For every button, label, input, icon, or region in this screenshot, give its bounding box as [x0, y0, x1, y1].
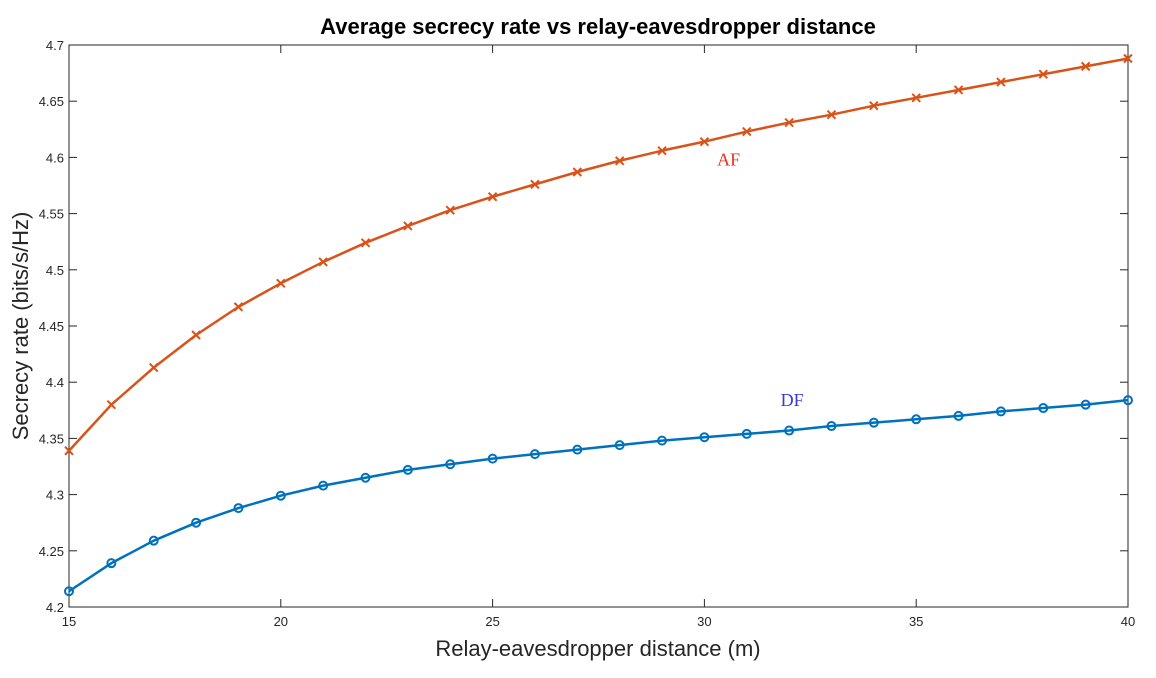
- data-point: [445, 459, 456, 470]
- data-point: [953, 410, 964, 421]
- data-point: [276, 278, 286, 288]
- data-point: [911, 93, 921, 103]
- data-point: [1080, 399, 1091, 410]
- series-layer: [64, 53, 1133, 597]
- x-tick-label: 30: [697, 614, 711, 629]
- x-tick-label: 25: [485, 614, 499, 629]
- data-point: [826, 109, 837, 120]
- data-point: [106, 558, 117, 569]
- data-point: [275, 490, 286, 501]
- data-point: [64, 446, 74, 456]
- annotation-df: DF: [781, 390, 804, 410]
- data-point: [1080, 61, 1091, 72]
- x-tick-label: 40: [1121, 614, 1135, 629]
- data-point: [149, 362, 159, 373]
- axis-ticks: 15 20 25 30 35 40 4.2 4.25 4.3 4.35 4.4 4.45 4.5 4.55…: [39, 38, 1136, 629]
- data-point: [784, 117, 794, 128]
- x-tick-label: 15: [62, 614, 76, 629]
- data-point: [699, 432, 710, 443]
- y-tick-label: 4.65: [39, 94, 64, 109]
- data-point: [953, 85, 964, 95]
- y-tick-label: 4.55: [39, 207, 64, 222]
- data-point: [826, 421, 837, 432]
- data-point: [699, 136, 710, 147]
- x-axis-label: Relay-eavesdropper distance (m): [435, 636, 760, 661]
- data-point: [572, 444, 583, 455]
- data-point: [191, 517, 202, 528]
- chart-title: Average secrecy rate vs relay-eavesdropp…: [320, 14, 876, 39]
- data-point: [106, 399, 117, 410]
- y-axis-label: Secrecy rate (bits/s/Hz): [8, 212, 33, 441]
- data-point: [657, 435, 668, 446]
- data-point: [1123, 53, 1133, 64]
- y-tick-label: 4.7: [46, 38, 64, 53]
- data-point: [148, 535, 159, 546]
- annotation-af: AF: [717, 149, 740, 169]
- data-point: [868, 417, 879, 428]
- axes-box: [68, 44, 1129, 608]
- data-point: [911, 414, 922, 425]
- data-point: [445, 205, 455, 215]
- annotation-layer: AF DF: [717, 149, 804, 410]
- data-point: [996, 77, 1006, 87]
- data-point: [360, 238, 371, 248]
- y-tick-label: 4.25: [39, 544, 64, 559]
- data-point: [403, 221, 413, 231]
- data-point: [1123, 395, 1133, 406]
- data-point: [657, 145, 667, 156]
- series-line-df: [68, 398, 1129, 593]
- y-tick-label: 4.2: [46, 600, 64, 615]
- data-point: [318, 257, 328, 267]
- data-point: [572, 167, 583, 177]
- data-point: [614, 440, 625, 451]
- y-tick-label: 4.6: [46, 150, 64, 165]
- x-tick-label: 20: [274, 614, 288, 629]
- plot-area: 15 20 25 30 35 40 4.2 4.25 4.3 4.35 4.4 4.45 4.5 4.55…: [39, 38, 1136, 629]
- data-point: [233, 503, 244, 514]
- y-tick-label: 4.3: [46, 488, 64, 503]
- data-point: [402, 464, 413, 475]
- data-point: [233, 302, 244, 312]
- y-tick-label: 4.45: [39, 319, 64, 334]
- series-line-af: [68, 57, 1129, 452]
- series-df: [64, 395, 1133, 597]
- data-point: [64, 586, 74, 597]
- data-point: [1038, 69, 1048, 79]
- data-point: [742, 126, 752, 137]
- y-tick-label: 4.5: [46, 263, 64, 278]
- data-point: [614, 156, 625, 166]
- data-point: [1038, 403, 1049, 414]
- x-tick-label: 35: [909, 614, 923, 629]
- data-point: [530, 179, 540, 190]
- data-point: [784, 425, 795, 436]
- data-point: [487, 453, 498, 464]
- series-af: [64, 53, 1133, 456]
- data-point: [191, 330, 201, 340]
- data-point: [995, 406, 1006, 417]
- data-point: [360, 472, 371, 483]
- data-point: [318, 480, 329, 491]
- data-point: [741, 428, 752, 439]
- data-point: [487, 192, 498, 202]
- data-point: [869, 100, 879, 111]
- data-point: [529, 449, 540, 460]
- y-tick-label: 4.4: [46, 375, 64, 390]
- y-tick-label: 4.35: [39, 431, 64, 446]
